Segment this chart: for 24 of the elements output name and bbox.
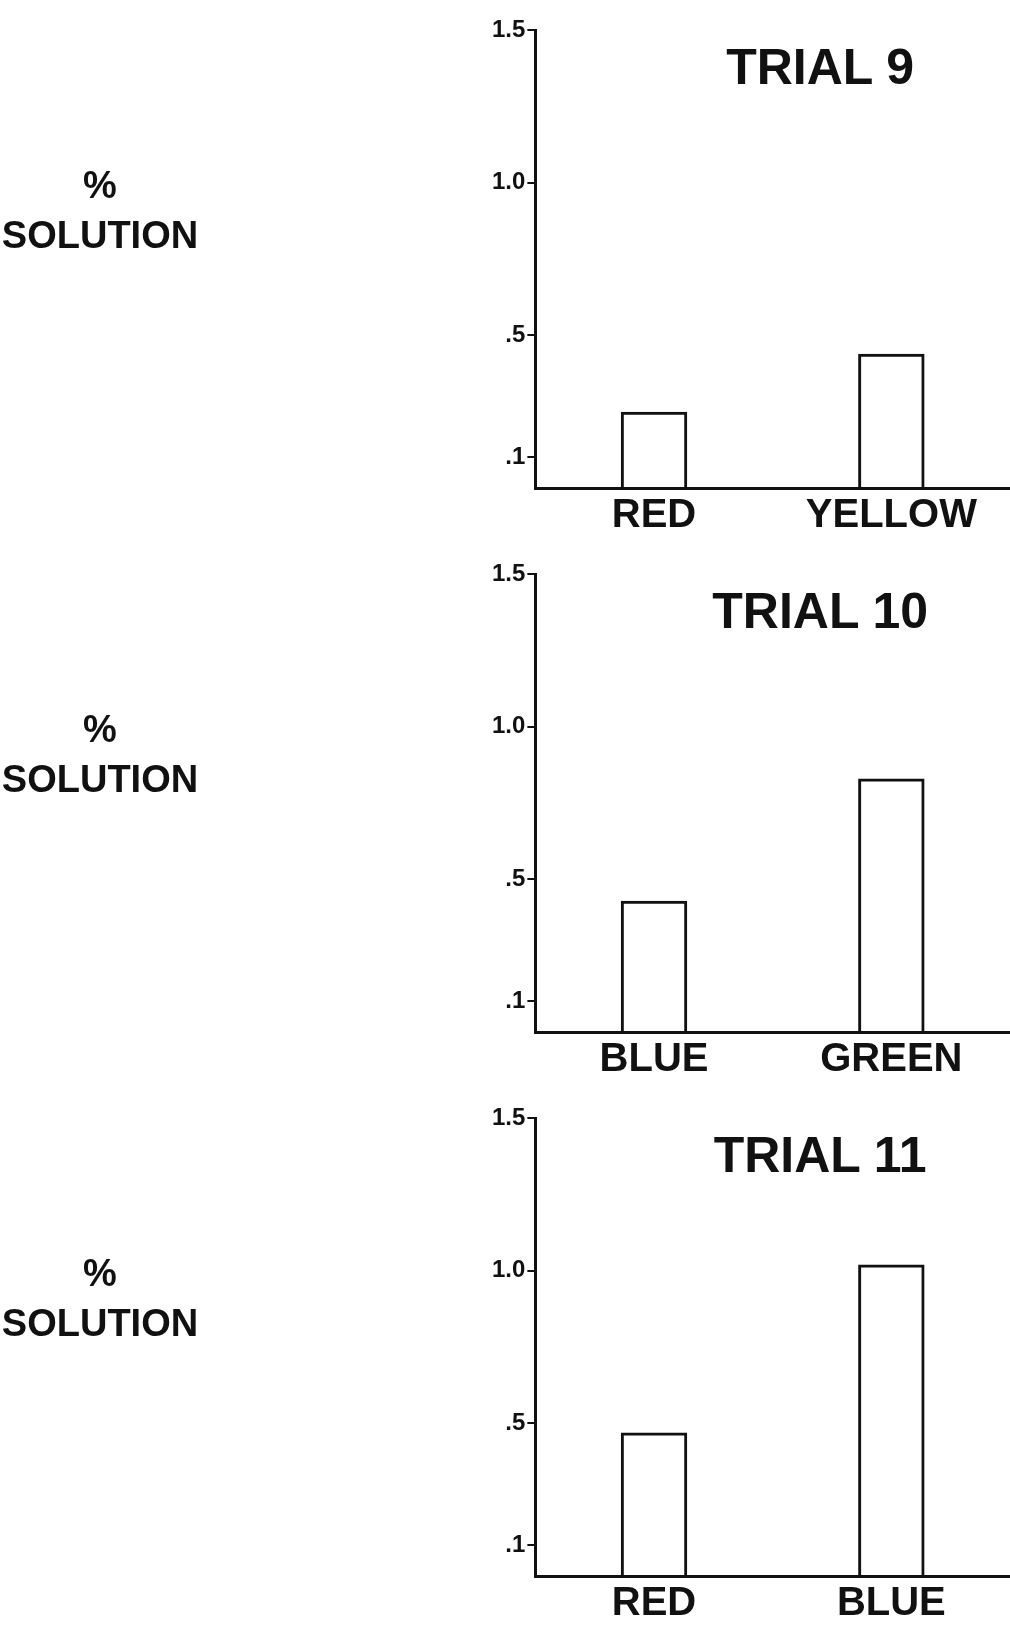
y-tick-label: .5 [505, 1407, 526, 1435]
x-tick-label: BLUE [836, 1579, 946, 1624]
y-tick-label: 1.0 [491, 167, 526, 195]
y-axis-title: % SOLUTION [0, 1251, 200, 1346]
y-tick-label: .1 [505, 1530, 526, 1558]
chart-title: TRIAL 9 [726, 38, 915, 95]
y-tick-label: .5 [505, 863, 526, 891]
x-tick-label: BLUE [599, 1035, 709, 1080]
y-axis-title: % SOLUTION [0, 163, 200, 258]
x-tick-label: GREEN [820, 1035, 963, 1080]
chart-title: TRIAL 10 [712, 582, 929, 639]
y-tick-label: 1.5 [491, 14, 526, 42]
x-tick-label: RED [611, 1579, 697, 1624]
x-tick-label: RED [611, 491, 697, 536]
x-tick-label: YELLOW [805, 491, 978, 536]
chart-title: TRIAL 11 [713, 1126, 927, 1183]
y-tick-label: .1 [505, 442, 526, 470]
y-axis-title: % SOLUTION [0, 707, 200, 802]
y-tick-label: 1.5 [491, 1102, 526, 1130]
y-tick-label: .5 [505, 319, 526, 347]
y-tick-label: 1.0 [491, 711, 526, 739]
y-tick-label: 1.5 [491, 558, 526, 586]
y-tick-label: 1.0 [491, 1255, 526, 1283]
y-tick-label: .1 [505, 986, 526, 1014]
